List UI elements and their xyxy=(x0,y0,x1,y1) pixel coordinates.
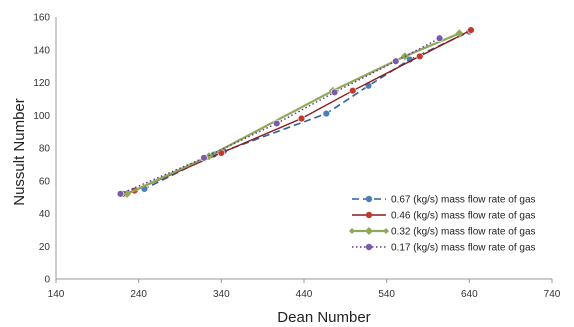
data-point xyxy=(349,86,357,95)
series-4 xyxy=(116,34,444,198)
series-line xyxy=(120,37,440,195)
data-point xyxy=(116,190,125,198)
legend-marker xyxy=(365,227,373,235)
y-axis-title: Nussult Number xyxy=(11,98,28,206)
x-tick-label: 440 xyxy=(296,289,313,300)
data-point xyxy=(273,119,281,128)
data-point xyxy=(330,88,339,97)
y-tick-label: 120 xyxy=(33,78,50,89)
x-tick-label: 740 xyxy=(544,289,561,300)
x-tick-labels: 140 240 340 440 540 640 740 xyxy=(48,279,561,300)
data-point xyxy=(200,154,208,162)
data-point xyxy=(435,34,444,42)
legend-label: 0.46 (kg/s) mass flow rate of gas xyxy=(391,211,536,222)
legend-item: 0.67 (kg/s) mass flow rate of gas xyxy=(352,195,536,206)
y-tick-label: 20 xyxy=(39,242,51,253)
y-tick-label: 160 xyxy=(33,13,50,24)
series-layer xyxy=(116,26,475,198)
x-axis-title: Dean Number xyxy=(277,309,370,326)
legend-marker xyxy=(365,211,373,219)
legend-item: 0.17 (kg/s) mass flow rate of gas xyxy=(352,243,536,254)
y-tick-labels: 0 20 40 60 80 100 120 140 160 xyxy=(33,13,50,286)
data-point xyxy=(416,52,424,60)
legend-label: 0.17 (kg/s) mass flow rate of gas xyxy=(391,243,536,254)
y-tick-label: 100 xyxy=(33,111,50,122)
y-tick-label: 140 xyxy=(33,45,50,56)
x-tick-label: 240 xyxy=(130,289,147,300)
data-point xyxy=(455,29,464,38)
x-tick-label: 340 xyxy=(213,289,230,300)
y-tick-label: 0 xyxy=(44,275,50,286)
y-tick-label: 80 xyxy=(39,144,51,155)
legend-label: 0.67 (kg/s) mass flow rate of gas xyxy=(391,195,536,206)
x-tick-label: 140 xyxy=(48,289,65,300)
legend-label: 0.32 (kg/s) mass flow rate of gas xyxy=(391,227,536,238)
legend: 0.67 (kg/s) mass flow rate of gas 0.46 (k… xyxy=(349,195,536,254)
data-point xyxy=(392,57,400,65)
x-tick-label: 540 xyxy=(378,289,395,300)
y-tick-label: 40 xyxy=(39,209,51,220)
series-line xyxy=(120,31,470,195)
data-point xyxy=(297,114,306,123)
legend-marker xyxy=(365,195,373,203)
data-point xyxy=(467,26,475,34)
series-3 xyxy=(123,29,464,198)
legend-marker xyxy=(383,228,389,234)
legend-marker xyxy=(365,243,373,251)
x-tick-label: 640 xyxy=(461,289,478,300)
y-tick-label: 60 xyxy=(39,176,51,187)
legend-marker xyxy=(349,228,355,234)
plot-area: 140 240 340 440 540 640 740 0 20 40 60 80 100 120 140… xyxy=(33,13,560,301)
legend-item: 0.32 (kg/s) mass flow rate of gas xyxy=(349,227,536,238)
data-point xyxy=(322,109,331,118)
legend-item: 0.46 (kg/s) mass flow rate of gas xyxy=(352,211,536,222)
